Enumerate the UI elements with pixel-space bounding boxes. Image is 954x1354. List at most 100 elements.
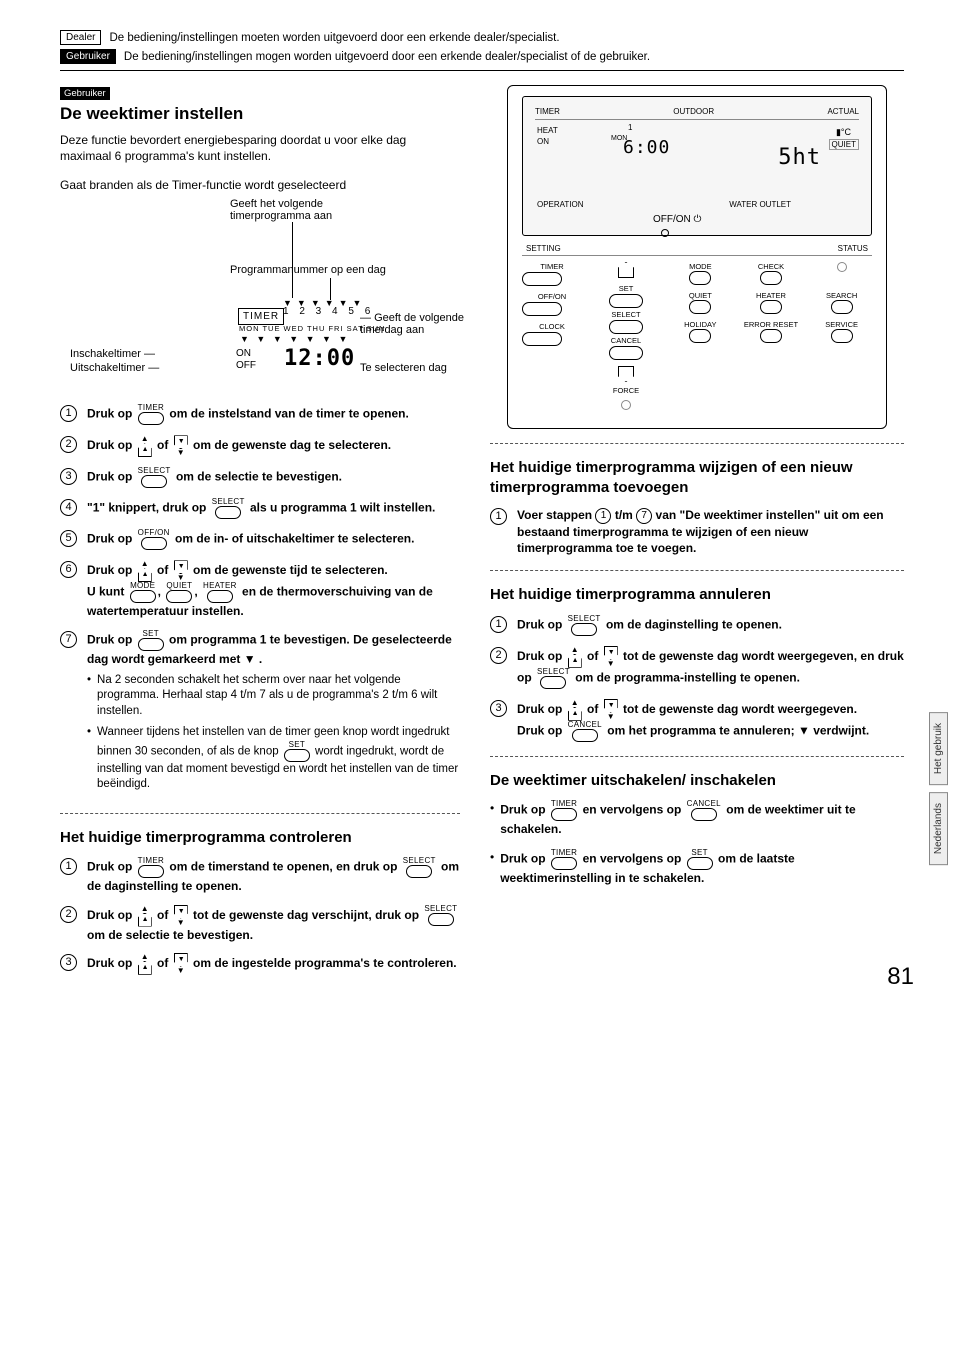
remote-force-button[interactable]: [621, 400, 631, 410]
remote-mode-button[interactable]: [689, 271, 711, 285]
screen-actual: ACTUAL: [827, 107, 859, 116]
callout-next-prog: Geeft het volgende timerprogramma aan: [230, 198, 380, 222]
select-button[interactable]: SELECT: [403, 857, 436, 878]
label-setting: SETTING: [526, 244, 561, 253]
select-button[interactable]: SELECT: [568, 615, 601, 636]
heater-button[interactable]: HEATER: [203, 582, 237, 603]
down-button[interactable]: ▼: [604, 699, 618, 721]
remote-label: CLOCK: [522, 322, 582, 331]
remote-search-button[interactable]: [831, 300, 853, 314]
steps-set-timer: 1Druk op TIMER om de instelstand van de …: [60, 404, 460, 798]
down-button[interactable]: ▼: [174, 953, 188, 975]
down-button[interactable]: ▼: [174, 560, 188, 582]
select-button[interactable]: SELECT: [424, 905, 457, 926]
disable-title: De weektimer uitschakelen/ inschakelen: [490, 771, 904, 791]
divider: [60, 70, 904, 71]
timer-button[interactable]: TIMER: [138, 857, 164, 878]
timer-button[interactable]: TIMER: [551, 800, 577, 821]
dashed-separator-r2: [490, 570, 904, 571]
step-number: 2: [60, 906, 77, 923]
callout-prog-num: Programmanummer op een dag: [230, 264, 450, 276]
step-number: 2: [60, 436, 77, 453]
steps-modify: 1 Voer stappen 1 t/m 7 van "De weektimer…: [490, 507, 904, 556]
main-title: De weektimer instellen: [60, 104, 460, 124]
remote-label: SELECT: [609, 310, 643, 319]
quiet-button[interactable]: QUIET: [166, 582, 192, 603]
down-button[interactable]: ▼: [174, 435, 188, 457]
remote-screen: TIMER OUTDOOR ACTUAL HEAT ON 1 MON 6:00 …: [522, 96, 872, 236]
mode-button[interactable]: MODE: [130, 582, 156, 603]
lcd-on-off: ONOFF: [236, 348, 256, 372]
down-button[interactable]: ▼: [174, 905, 188, 927]
top-legend: Dealer De bediening/instellingen moeten …: [60, 30, 904, 64]
remote-illustration: TIMER OUTDOOR ACTUAL HEAT ON 1 MON 6:00 …: [507, 85, 887, 429]
cancel-button[interactable]: CANCEL: [687, 800, 721, 821]
callout-on-timer: Inschakeltimer —: [70, 348, 155, 360]
dashed-separator-r3: [490, 756, 904, 757]
remote-offon-button[interactable]: [522, 302, 562, 316]
remote-force-label: FORCE: [613, 386, 639, 395]
remote-check-button[interactable]: [760, 271, 782, 285]
remote-service-button[interactable]: [831, 329, 853, 343]
down-button[interactable]: ▼: [604, 646, 618, 668]
callout-select-day: Te selecteren dag: [360, 362, 490, 374]
remote-grid-label: SEARCH: [811, 291, 872, 300]
remote-grid-label: SERVICE: [811, 320, 872, 329]
bullet-text: Na 2 seconden schakelt het scherm over n…: [97, 673, 460, 720]
step-number: 2: [490, 647, 507, 664]
up-button[interactable]: ▲: [138, 435, 152, 457]
remote-timer-button[interactable]: [522, 272, 562, 286]
timer-button[interactable]: TIMER: [551, 849, 577, 870]
ref-step-1: 1: [595, 508, 611, 524]
screen-outdoor: OUTDOOR: [673, 107, 714, 116]
select-button[interactable]: SELECT: [537, 668, 570, 689]
remote-label: CANCEL: [609, 336, 643, 345]
remote-cancel-button[interactable]: [609, 346, 643, 360]
callout-off-timer: Uitschakeltimer —: [70, 362, 159, 374]
up-button[interactable]: ▲: [138, 905, 152, 927]
cancel-button[interactable]: CANCEL: [568, 721, 602, 742]
set-button[interactable]: SET: [138, 630, 164, 651]
user-text: De bediening/instellingen mogen worden u…: [124, 51, 650, 63]
select-button[interactable]: SELECT: [138, 467, 171, 488]
step-number: 1: [490, 508, 507, 525]
remote-holiday-button[interactable]: [689, 329, 711, 343]
set-button[interactable]: SET: [284, 741, 310, 762]
set-button[interactable]: SET: [687, 849, 713, 870]
select-button[interactable]: SELECT: [212, 498, 245, 519]
remote-grid-label: MODE: [670, 262, 731, 271]
diagram-caption-top: Gaat branden als de Timer-functie wordt …: [60, 178, 460, 192]
section-badge: Gebruiker: [60, 87, 110, 100]
up-button[interactable]: ▲: [138, 560, 152, 582]
remote-select-button[interactable]: [609, 320, 643, 334]
steps-check: 1Druk op TIMER om de timerstand te opene…: [60, 857, 460, 974]
bullet-text: Wanneer tijdens het instellen van de tim…: [97, 725, 460, 793]
disable-lines: •Druk op TIMER en vervolgens op CANCEL o…: [490, 800, 904, 886]
up-button[interactable]: ▲: [138, 953, 152, 975]
screen-prog1: 1: [628, 123, 632, 132]
user-badge: Gebruiker: [60, 49, 116, 64]
offon-button[interactable]: OFF/ON: [138, 529, 170, 550]
screen-water-outlet: WATER OUTLET: [729, 200, 791, 209]
timer-button[interactable]: TIMER: [138, 404, 164, 425]
remote-quiet-button[interactable]: [689, 300, 711, 314]
step-number: 7: [60, 631, 77, 648]
step-number: 1: [60, 405, 77, 422]
page-number: 81: [887, 963, 914, 991]
step-number: 1: [490, 616, 507, 633]
step-number: 4: [60, 499, 77, 516]
cancel-title: Het huidige timerprogramma annuleren: [490, 585, 904, 605]
remote-error-reset-button[interactable]: [760, 329, 782, 343]
remote-clock-button[interactable]: [522, 332, 562, 346]
tab-usage: Het gebruik: [929, 712, 948, 785]
remote-set-button[interactable]: [609, 294, 643, 308]
label-status: STATUS: [838, 244, 868, 253]
tab-language: Nederlands: [929, 792, 948, 865]
remote-down-button[interactable]: [618, 366, 634, 382]
remote-heater-button[interactable]: [760, 300, 782, 314]
lcd-clock: 12:00: [284, 346, 355, 371]
side-tabs: Het gebruik Nederlands: [929, 712, 948, 864]
up-button[interactable]: ▲: [568, 699, 582, 721]
remote-up-button[interactable]: [618, 262, 634, 278]
up-button[interactable]: ▲: [568, 646, 582, 668]
